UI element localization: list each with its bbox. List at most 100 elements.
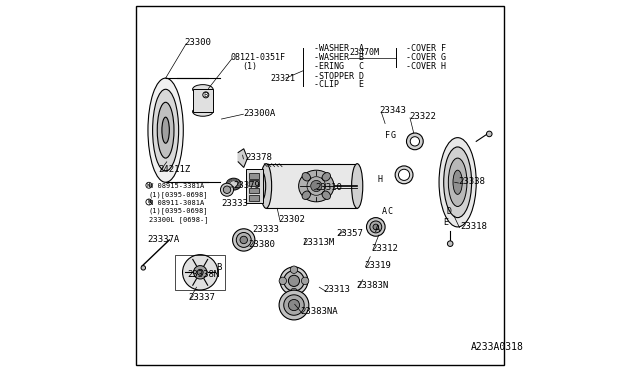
Text: 23470M: 23470M xyxy=(349,48,380,57)
Bar xyxy=(250,173,259,179)
Ellipse shape xyxy=(310,180,322,192)
Ellipse shape xyxy=(284,295,304,315)
Circle shape xyxy=(197,269,203,275)
Text: 23343: 23343 xyxy=(380,106,406,115)
Text: B: B xyxy=(216,263,221,272)
Text: 23379: 23379 xyxy=(234,181,260,190)
Text: 24211Z: 24211Z xyxy=(158,165,191,174)
Text: W: W xyxy=(147,183,150,188)
Ellipse shape xyxy=(399,169,410,180)
Ellipse shape xyxy=(157,102,174,158)
Ellipse shape xyxy=(236,232,251,247)
Text: 23378: 23378 xyxy=(245,153,272,162)
Ellipse shape xyxy=(260,164,271,208)
Text: (1)[0395-0698]: (1)[0395-0698] xyxy=(149,191,209,198)
Text: 23313M: 23313M xyxy=(302,238,334,247)
Ellipse shape xyxy=(255,170,266,202)
Ellipse shape xyxy=(289,299,300,311)
Text: N: N xyxy=(147,199,150,205)
Text: -WASHER  B: -WASHER B xyxy=(314,53,364,62)
Text: -WASHER  A: -WASHER A xyxy=(314,44,364,53)
Text: A: A xyxy=(375,225,380,234)
Text: 23319: 23319 xyxy=(364,261,391,270)
Text: N 08911-3081A: N 08911-3081A xyxy=(149,200,204,206)
Ellipse shape xyxy=(449,158,467,206)
Text: 23333: 23333 xyxy=(221,199,248,208)
Ellipse shape xyxy=(232,229,255,251)
Bar xyxy=(246,169,263,203)
Text: 23357: 23357 xyxy=(337,229,364,238)
Text: 23337A: 23337A xyxy=(147,235,179,244)
Ellipse shape xyxy=(439,138,476,227)
Ellipse shape xyxy=(367,218,385,236)
Ellipse shape xyxy=(444,147,472,218)
Ellipse shape xyxy=(221,183,234,196)
Circle shape xyxy=(291,266,298,273)
Text: 23338: 23338 xyxy=(458,177,485,186)
Text: 23322: 23322 xyxy=(410,112,436,121)
Ellipse shape xyxy=(223,186,231,193)
Text: 23300L [0698-]: 23300L [0698-] xyxy=(149,216,209,223)
Text: -ERING   C: -ERING C xyxy=(314,62,364,71)
Text: A: A xyxy=(381,207,387,216)
Ellipse shape xyxy=(152,89,179,171)
Text: W 08915-3381A: W 08915-3381A xyxy=(149,183,204,189)
Text: 23310: 23310 xyxy=(315,183,342,192)
Bar xyxy=(250,180,259,186)
Bar xyxy=(193,89,213,112)
Ellipse shape xyxy=(302,191,310,199)
Ellipse shape xyxy=(370,221,381,233)
Text: B: B xyxy=(204,92,208,98)
Text: G: G xyxy=(390,131,396,140)
Ellipse shape xyxy=(486,131,492,137)
Circle shape xyxy=(291,288,298,296)
Bar xyxy=(250,195,259,201)
Text: H: H xyxy=(378,175,382,184)
Circle shape xyxy=(279,277,287,285)
Text: 23333: 23333 xyxy=(252,225,279,234)
Text: 23338M: 23338M xyxy=(187,270,220,279)
Ellipse shape xyxy=(141,266,145,270)
Ellipse shape xyxy=(302,173,310,181)
Ellipse shape xyxy=(373,224,379,230)
Text: 23383N: 23383N xyxy=(356,281,388,290)
Text: 08121-0351F: 08121-0351F xyxy=(231,53,285,62)
Ellipse shape xyxy=(322,191,330,199)
Circle shape xyxy=(193,266,207,279)
Text: C: C xyxy=(387,207,392,216)
Bar xyxy=(266,164,357,208)
Text: F: F xyxy=(385,131,390,140)
Text: -COVER H: -COVER H xyxy=(406,62,445,71)
Ellipse shape xyxy=(406,133,423,150)
Circle shape xyxy=(301,277,309,285)
Text: A233A0318: A233A0318 xyxy=(470,342,524,352)
Polygon shape xyxy=(238,149,248,167)
Ellipse shape xyxy=(280,267,308,295)
Ellipse shape xyxy=(193,107,213,116)
Ellipse shape xyxy=(395,166,413,184)
Ellipse shape xyxy=(299,170,334,202)
Text: 23321: 23321 xyxy=(271,74,296,83)
Text: 23318: 23318 xyxy=(461,222,488,231)
Ellipse shape xyxy=(182,254,218,290)
Ellipse shape xyxy=(447,241,453,247)
Circle shape xyxy=(203,92,209,98)
Text: D: D xyxy=(447,207,451,216)
Ellipse shape xyxy=(193,85,213,94)
Bar xyxy=(175,255,225,290)
Text: (1)[0395-0698]: (1)[0395-0698] xyxy=(149,208,209,214)
Text: -COVER F: -COVER F xyxy=(406,44,445,53)
Ellipse shape xyxy=(351,164,363,208)
Ellipse shape xyxy=(148,78,183,182)
Text: 23312: 23312 xyxy=(371,244,398,253)
Ellipse shape xyxy=(322,173,330,181)
Ellipse shape xyxy=(240,236,248,244)
Ellipse shape xyxy=(289,275,300,286)
Ellipse shape xyxy=(410,137,419,146)
Bar xyxy=(250,188,259,193)
Text: (1): (1) xyxy=(242,62,257,71)
Text: E: E xyxy=(443,218,448,227)
Text: 23380: 23380 xyxy=(248,240,275,249)
Text: 23302: 23302 xyxy=(278,215,305,224)
Text: -COVER G: -COVER G xyxy=(406,53,445,62)
